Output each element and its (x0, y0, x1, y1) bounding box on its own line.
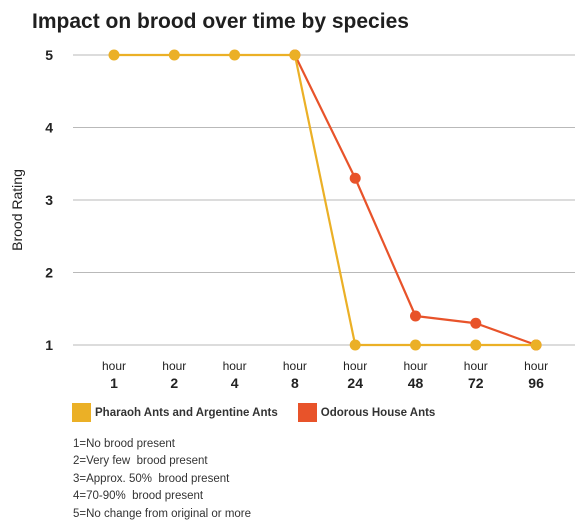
rating-key: 1=No brood present 2=Very few brood pres… (73, 436, 251, 523)
data-point (530, 339, 542, 351)
data-point (229, 49, 241, 61)
legend-item-odorous: Odorous House Ants (297, 403, 436, 422)
data-point (289, 49, 301, 61)
x-tick-label: 2 (170, 375, 178, 391)
y-axis-label: Brood Rating (9, 169, 25, 251)
x-tick-label: 4 (231, 375, 239, 391)
data-point (108, 49, 120, 61)
legend-item-pharaoh: Pharaoh Ants and Argentine Ants (72, 403, 278, 422)
legend-swatch-odorous (297, 403, 317, 422)
data-point (410, 339, 421, 351)
series-line (114, 53, 537, 347)
data-point (168, 49, 180, 61)
x-tick-label: hour (223, 359, 247, 373)
chart-legend: Pharaoh Ants and Argentine Ants Odorous … (72, 403, 435, 422)
y-tick-label: 5 (45, 47, 53, 63)
legend-swatch-pharaoh (72, 403, 91, 422)
x-tick-label: hour (102, 359, 126, 373)
x-tick-label: 1 (110, 375, 118, 391)
x-tick-label: 96 (528, 375, 544, 391)
rating-key-line: 2=Very few brood present (73, 455, 208, 468)
x-tick-label: hour (403, 359, 427, 373)
data-point (470, 317, 482, 329)
y-tick-label: 2 (45, 265, 53, 281)
data-point (349, 339, 361, 351)
x-tick-label: hour (162, 359, 186, 373)
rating-key-line: 1=No brood present (73, 438, 175, 450)
data-point (349, 172, 361, 184)
x-tick-label: 24 (347, 375, 363, 391)
y-tick-label: 4 (45, 120, 53, 136)
legend-label-pharaoh: Pharaoh Ants and Argentine Ants (95, 406, 278, 419)
x-tick-label: 72 (468, 375, 484, 391)
y-tick-label: 3 (45, 192, 53, 208)
data-point (410, 310, 421, 322)
x-tick-label: hour (464, 359, 488, 373)
x-tick-label: hour (343, 359, 367, 373)
rating-key-line: 3=Approx. 50% brood present (73, 472, 230, 485)
x-axis-ticks: hour 1 hour 2 hour 4 hour 8 hour 24 hour 48 hour 72 ho… (102, 359, 548, 391)
series-points (108, 49, 542, 351)
rating-key-line: 5=No change from original or more (73, 507, 252, 520)
y-axis-ticks: 1 2 3 4 5 (45, 47, 53, 353)
x-tick-label: 8 (291, 375, 299, 391)
y-tick-label: 1 (45, 337, 53, 353)
x-tick-label: hour (524, 359, 548, 373)
x-tick-label: hour (283, 359, 307, 373)
legend-label-odorous: Odorous House Ants (320, 406, 436, 419)
data-point (470, 339, 482, 351)
rating-key-line: 4=70-90% brood present (73, 490, 204, 503)
x-tick-label: 48 (408, 375, 424, 391)
chart-title: Impact on brood over time by species (32, 10, 409, 33)
